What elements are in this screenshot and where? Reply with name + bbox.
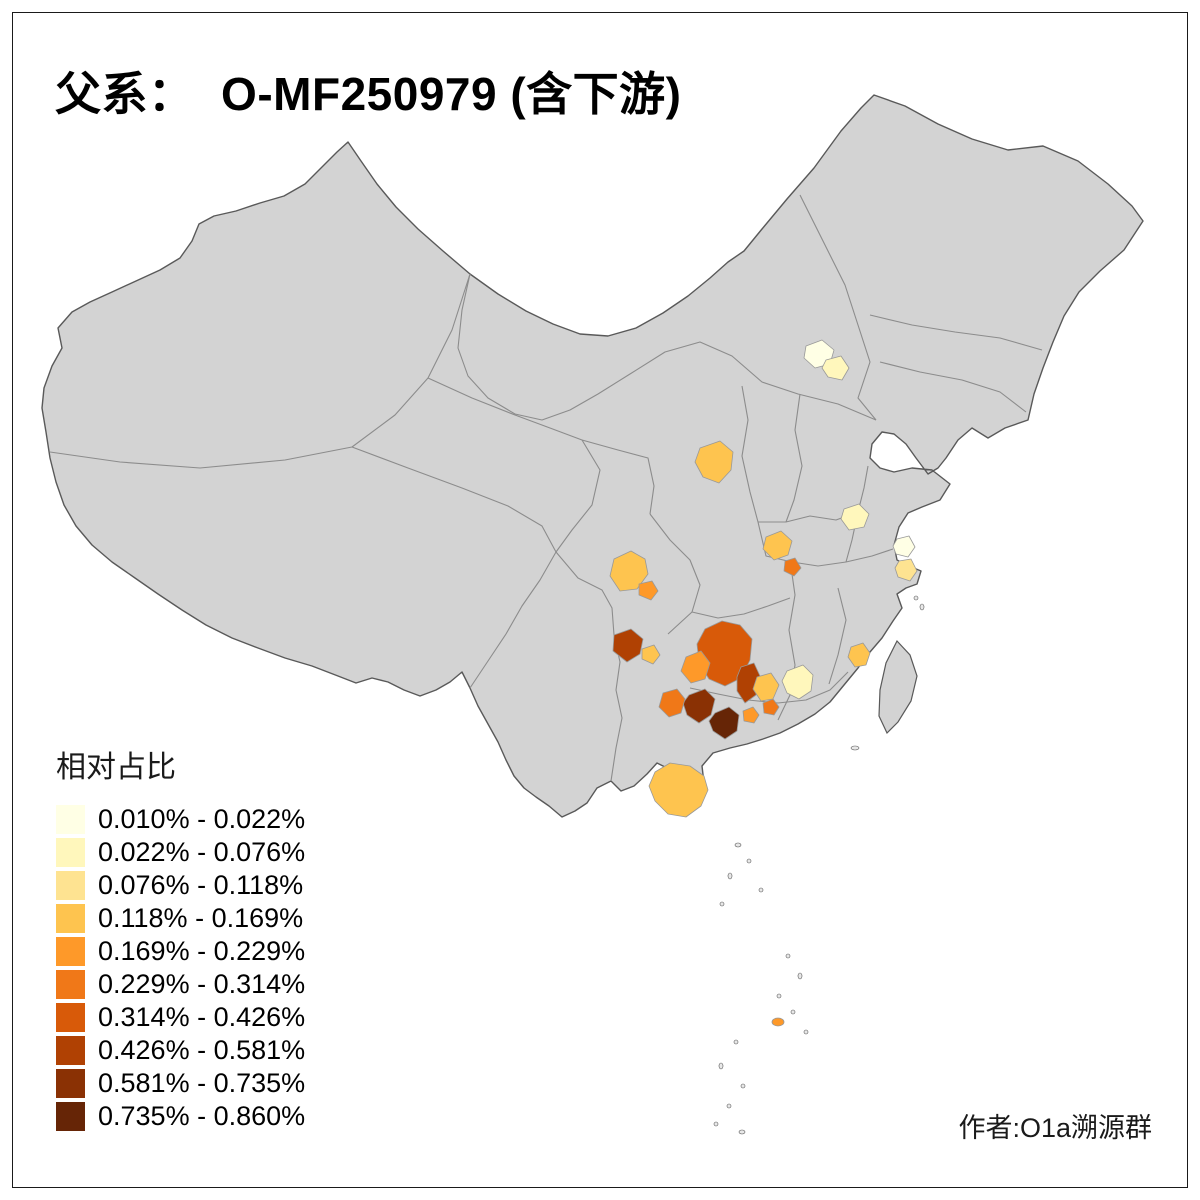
legend-swatch (56, 1101, 85, 1131)
legend-label: 0.118% - 0.169% (98, 902, 304, 933)
patch-guangdong-southwest (708, 706, 740, 740)
legend-label: 0.581% - 0.735% (98, 1067, 306, 1098)
legend-item: 0.010% - 0.022% (56, 804, 305, 834)
island-speck (727, 872, 733, 880)
patch-south-china-sea-islet (771, 1017, 785, 1027)
island-speck (713, 1121, 719, 1127)
taiwan-island (878, 639, 918, 735)
patch-guangdong-central-east (762, 698, 780, 716)
legend-item: 0.076% - 0.118% (56, 870, 305, 900)
island-speck (913, 595, 919, 601)
island-speck (850, 745, 860, 751)
legend-label: 0.426% - 0.581% (98, 1034, 306, 1065)
legend-label: 0.010% - 0.022% (98, 803, 306, 834)
province-borders (49, 194, 1043, 782)
legend-item: 0.581% - 0.735% (56, 1068, 305, 1098)
legend-item: 0.426% - 0.581% (56, 1035, 305, 1065)
legend-swatch (56, 837, 85, 867)
legend-swatch (56, 936, 85, 966)
legend-title: 相对占比 (56, 751, 176, 784)
patch-guangxi-west (680, 650, 711, 684)
legend-swatch (56, 969, 85, 999)
legend-label: 0.022% - 0.076% (98, 836, 306, 867)
patch-shanghai-coast-south (894, 558, 918, 582)
legend-item: 0.169% - 0.229% (56, 936, 305, 966)
legend: 相对占比 0.010% - 0.022% 0.022% - 0.076% 0.0… (56, 742, 305, 1134)
author-credit: 作者:O1a溯源群 (958, 1113, 1152, 1143)
island-speck (790, 1009, 796, 1015)
patch-beijing-area-east (821, 355, 850, 381)
legend-item: 0.735% - 0.860% (56, 1101, 305, 1131)
small-islands (713, 595, 925, 1135)
island-speck (738, 1129, 746, 1135)
patch-henan-south (762, 530, 793, 561)
legend-label: 0.229% - 0.314% (98, 968, 306, 999)
island-speck (797, 972, 803, 980)
patch-guizhou-west (612, 628, 644, 663)
legend-swatch (56, 804, 85, 834)
legend-swatch (56, 1068, 85, 1098)
patch-jiangsu-central (840, 503, 870, 531)
legend-label: 0.076% - 0.118% (98, 869, 304, 900)
patch-yunnan-southeast (658, 688, 686, 718)
legend-label: 0.169% - 0.229% (98, 935, 306, 966)
island-speck (726, 1103, 732, 1109)
patch-hubei-east (783, 557, 802, 577)
legend-swatch (56, 870, 85, 900)
patch-chongqing-west (638, 580, 659, 601)
patch-shanghai-coast-north (892, 535, 916, 558)
island-speck (733, 1039, 739, 1045)
patch-guangdong-east (781, 664, 814, 700)
legend-swatch (56, 1002, 85, 1032)
page-title: 父系： O-MF250979 (含下游) (55, 68, 682, 120)
legend-swatch (56, 1035, 85, 1065)
island-speck (758, 887, 764, 893)
legend-item: 0.022% - 0.076% (56, 837, 305, 867)
patch-sichuan-east (609, 550, 649, 592)
island-speck (785, 953, 791, 959)
island-speck (746, 858, 752, 864)
patch-shaanxi-central (694, 440, 734, 484)
patch-fujian-coast (847, 642, 871, 668)
legend-item: 0.229% - 0.314% (56, 969, 305, 999)
island-speck (740, 1083, 746, 1089)
island-speck (719, 901, 725, 907)
legend-item: 0.118% - 0.169% (56, 903, 305, 933)
island-speck (734, 842, 742, 848)
colored-prefectures (609, 339, 918, 1027)
patch-hainan-island (648, 762, 709, 818)
legend-label: 0.314% - 0.426% (98, 1001, 306, 1032)
legend-label: 0.735% - 0.860% (98, 1100, 306, 1131)
island-speck (919, 603, 925, 611)
patch-hunan-south (736, 662, 761, 704)
island-speck (718, 1062, 724, 1070)
patch-guangdong-central (742, 706, 760, 724)
legend-item: 0.314% - 0.426% (56, 1002, 305, 1032)
china-mainland (41, 94, 1144, 818)
legend-swatch (56, 903, 85, 933)
island-speck (776, 993, 782, 999)
patch-guizhou-south (641, 644, 661, 665)
island-speck (803, 1029, 809, 1035)
